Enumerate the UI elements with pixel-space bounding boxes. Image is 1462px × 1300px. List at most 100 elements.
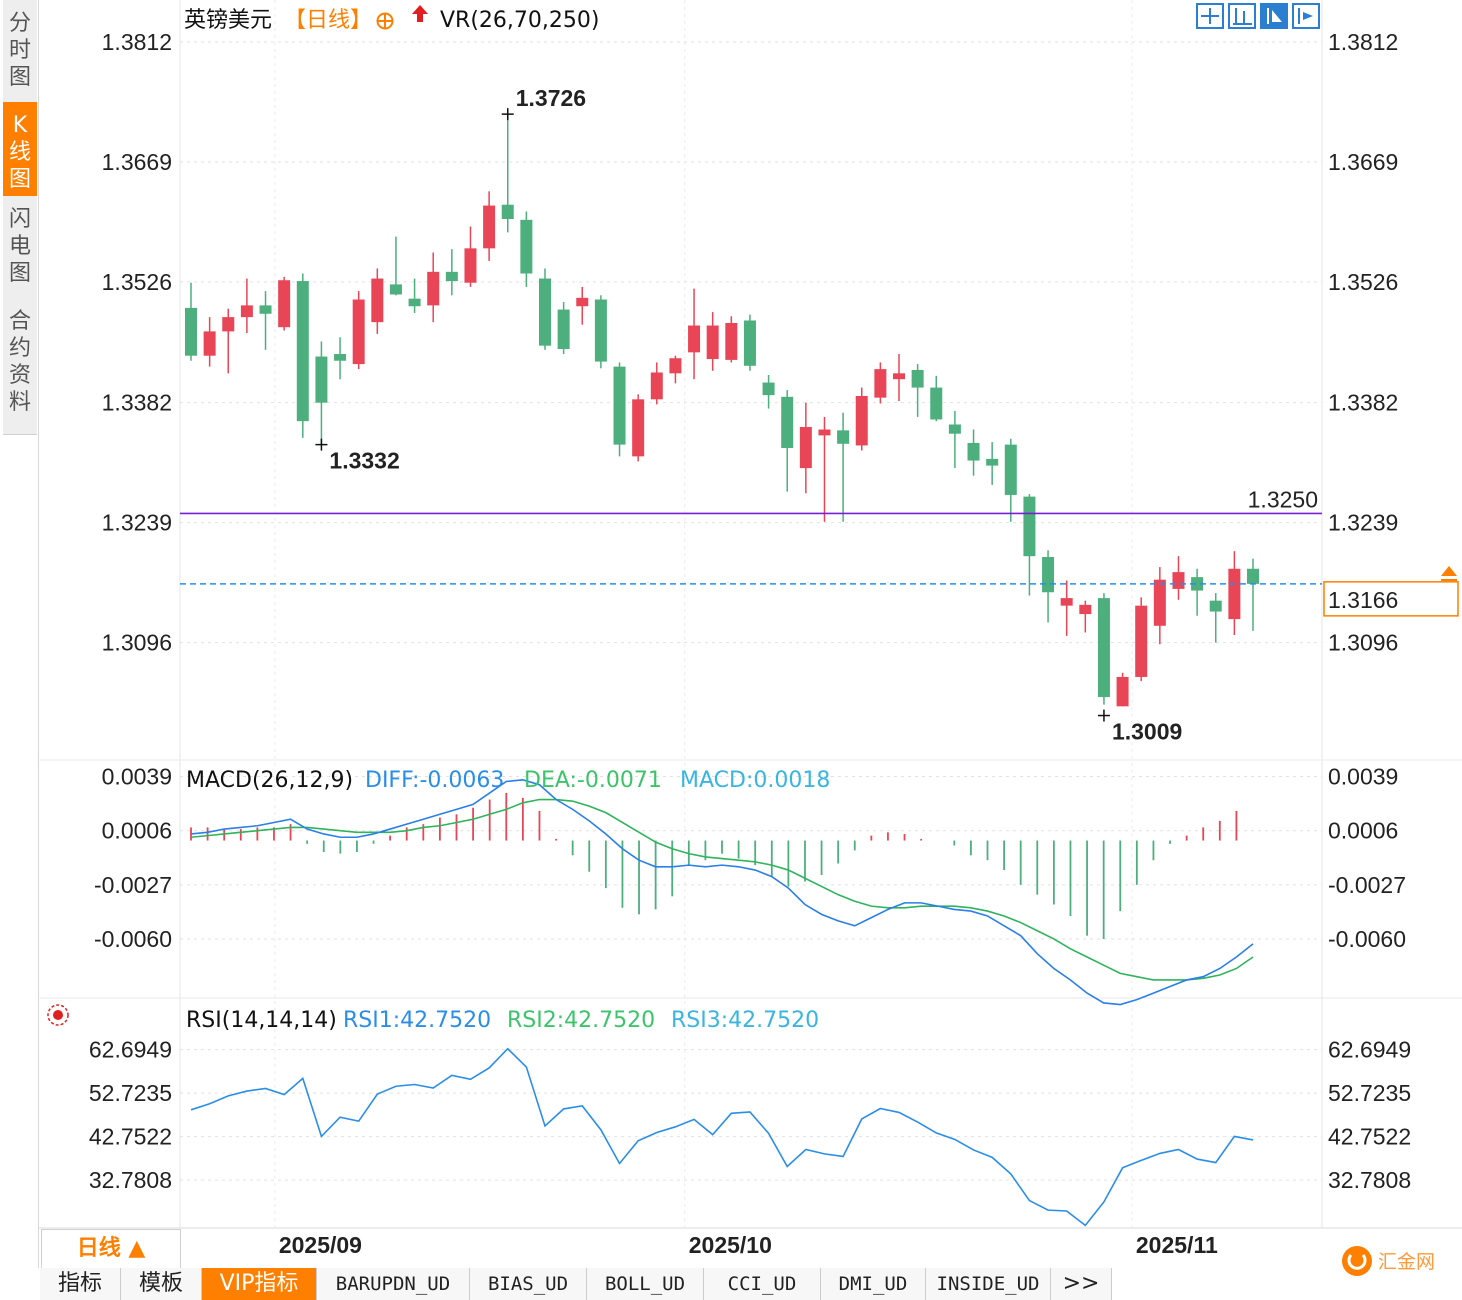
sidebar-tab-char: 分 [8,11,31,36]
macd-tick-left: 0.0006 [102,818,172,844]
candle-body [259,305,272,314]
candle-body [669,358,682,374]
rsi-tick-left: 32.7808 [89,1167,172,1193]
bottom-tab-3[interactable]: BARUPDN_UD [317,1268,470,1300]
candle-body [762,382,775,396]
period-label[interactable]: 【日线】 [284,8,372,33]
sidebar-tab-char: 闪 [8,207,31,232]
crosshair-icon[interactable] [1196,3,1224,29]
candle-body [1060,598,1073,606]
bottom-tab-5[interactable]: BOLL_UD [587,1268,704,1300]
candles [180,114,1322,707]
bar-chart-alt-icon[interactable] [1260,3,1288,29]
rsi-tick-right: 32.7808 [1328,1167,1411,1193]
candle-body [1004,444,1017,495]
candle-body [1191,577,1204,591]
macd-tick-right: 0.0006 [1328,818,1398,844]
macd-value: MACD:0.0018 [680,768,830,793]
scroll-to-latest-icon[interactable] [1441,566,1457,581]
rsi-tick-right: 42.7522 [1328,1124,1411,1150]
candle-body [296,281,309,422]
macd-tick-right: 0.0039 [1328,764,1398,790]
candle-body [185,307,197,356]
candle-body [1135,605,1148,677]
candle-body [799,427,812,469]
candle-body [1172,572,1185,589]
logo-text: 汇金网 [1378,1251,1435,1273]
rsi-tick-right: 62.6949 [1328,1037,1411,1063]
bottom-tab-2[interactable]: VIP指标 [202,1268,317,1300]
candle-body [1228,568,1241,620]
macd-title: MACD(26,12,9) [186,768,353,793]
macd-tick-left: -0.0027 [94,872,172,898]
rsi-plot [190,1047,1254,1227]
candle-body [539,278,551,346]
price-tick-right: 1.3669 [1328,149,1398,175]
bottom-tab-9[interactable]: >> [1051,1268,1112,1300]
bottom-tab-7[interactable]: DMI_UD [821,1268,926,1300]
price-tick-right: 1.3526 [1328,269,1398,295]
sidebar-tab-char: 合 [8,309,31,334]
candle-body [557,309,570,349]
macd-diff-line [190,779,1254,1006]
sidebar-tab-char: 图 [8,261,31,286]
macd-tick-left: -0.0060 [94,926,172,952]
candle-body [930,387,943,420]
price-tick-left: 1.3669 [102,149,172,175]
indicator-label: VR(26,70,250) [440,8,599,33]
candle-body [948,424,961,434]
candle-body [334,354,347,361]
grid [38,0,1462,1229]
candle-body [837,430,850,444]
candle-body [483,205,496,249]
macd-dea-value: DEA:-0.0071 [524,768,662,793]
candle-body [986,458,999,466]
candle-body [743,320,756,366]
candle-body [706,325,719,360]
macd-tick-left: 0.0039 [102,764,172,790]
bottom-tab-0[interactable]: 指标 [40,1268,121,1300]
candle-body [1247,568,1259,584]
bottom-tab-6[interactable]: CCI_UD [704,1268,821,1300]
candle-body [1023,496,1036,557]
macd-dea-line [190,798,1254,981]
period-button[interactable]: 日线 ▲ [41,1229,181,1269]
sidebar-tab-0[interactable]: 分时图 [3,0,37,107]
price-line-label: 1.3250 [1248,486,1318,512]
candle-body [594,299,607,362]
bar-chart-icon[interactable] [1228,3,1256,29]
price-tick-left: 1.3096 [102,630,172,656]
candle-body [688,325,701,353]
candle-body [893,373,905,380]
extreme-label: 1.3726 [516,85,586,111]
macd-tick-right: -0.0060 [1328,926,1406,952]
rsi3-value: RSI3:42.7520 [671,1008,819,1033]
sidebar-tab-2[interactable]: 闪电图 [3,196,37,305]
macd-tick-right: -0.0027 [1328,872,1406,898]
bottom-tab-4[interactable]: BIAS_UD [470,1268,587,1300]
current-price-label: 1.3166 [1328,587,1398,613]
sidebar-tab-char: 线 [8,140,31,165]
logo: 汇金网 [1340,1244,1450,1278]
bottom-tab-8[interactable]: INSIDE_UD [926,1268,1051,1300]
rsi-title: RSI(14,14,14) [186,1008,337,1033]
candle-body [781,396,794,448]
export-icon[interactable] [1292,3,1320,29]
sidebar-tab-3[interactable]: 合约资料 [3,298,37,435]
rsi-tick-left: 62.6949 [89,1037,172,1063]
candle-body [222,317,235,332]
candle-body [278,280,291,328]
sidebar-tab-char: K [12,113,28,138]
bottom-tab-1[interactable]: 模板 [121,1268,202,1300]
settings-icon[interactable] [376,12,394,30]
axis-labels: 1.3812 1.3812 1.3669 1.3669 1.3526 1.3526 1.33… [89,29,1459,1258]
price-tick-left: 1.3526 [102,269,172,295]
candle-body [818,429,831,436]
candle-body [464,248,477,283]
candle-body [315,356,328,403]
candle-body [855,395,868,446]
price-tick-right: 1.3239 [1328,510,1398,536]
rsi-settings-icon[interactable] [47,1004,69,1026]
